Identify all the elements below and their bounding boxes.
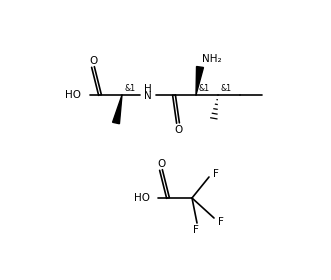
Text: F: F (193, 225, 199, 235)
Text: &1: &1 (124, 83, 135, 92)
Text: F: F (218, 217, 224, 227)
Text: NH₂: NH₂ (202, 54, 222, 64)
Text: HO: HO (65, 90, 81, 100)
Text: O: O (89, 56, 97, 66)
Text: &1: &1 (198, 83, 209, 92)
Text: F: F (213, 169, 219, 179)
Text: N: N (144, 91, 152, 101)
Text: &1: &1 (220, 83, 231, 92)
Text: O: O (157, 159, 165, 169)
Text: HO: HO (134, 193, 150, 203)
Polygon shape (196, 67, 204, 95)
Text: H: H (144, 84, 152, 94)
Polygon shape (113, 95, 122, 124)
Text: O: O (174, 125, 182, 135)
